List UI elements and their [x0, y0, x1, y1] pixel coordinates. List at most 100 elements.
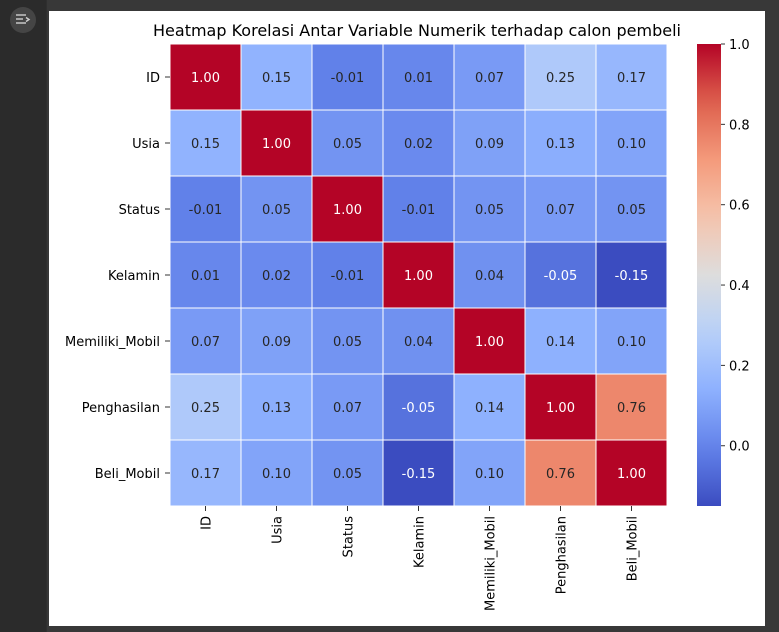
- cell-annotation: 0.10: [617, 335, 646, 350]
- heatmap-cell: [240, 109, 313, 177]
- cell-annotation: 0.15: [262, 71, 291, 86]
- cell-annotation: 1.00: [404, 269, 433, 284]
- cell-annotation: 0.76: [617, 401, 646, 416]
- x-tick-label: Status: [342, 516, 357, 558]
- y-tick-label: Usia: [132, 137, 160, 152]
- colorbar-tick-label: 0.6: [729, 199, 750, 214]
- cell-annotation: 0.14: [546, 335, 575, 350]
- heatmap-cell: [169, 43, 242, 111]
- cell-annotation: 0.07: [475, 71, 504, 86]
- cell-annotation: 0.09: [475, 137, 504, 152]
- cell-annotation: -0.05: [402, 401, 436, 416]
- y-tick-label: ID: [146, 71, 160, 86]
- x-tick-label: Kelamin: [413, 516, 428, 568]
- cell-gutter: [0, 0, 46, 632]
- heatmap-cell: [595, 241, 668, 309]
- cell-annotation: -0.01: [331, 269, 365, 284]
- cell-annotation: 0.07: [191, 335, 220, 350]
- scroll-edge: [769, 0, 779, 632]
- cell-annotation: 0.07: [333, 401, 362, 416]
- cell-annotation: 0.17: [617, 71, 646, 86]
- cell-annotation: 0.13: [546, 137, 575, 152]
- cell-annotation: 0.02: [262, 269, 291, 284]
- heatmap-cell: [311, 307, 384, 375]
- heatmap-cell: [240, 43, 313, 111]
- cell-annotation: 1.00: [191, 71, 220, 86]
- cell-annotation: 0.10: [475, 467, 504, 482]
- heatmap-cell: [524, 175, 597, 243]
- cell-annotation: 0.04: [475, 269, 504, 284]
- colorbar-tick-label: 0.2: [729, 359, 750, 374]
- x-tick-label: Memiliki_Mobil: [484, 516, 499, 611]
- heatmap-cell: [169, 373, 242, 441]
- cell-annotation: -0.01: [331, 71, 365, 86]
- heatmap-cell: [169, 175, 242, 243]
- cell-annotation: 0.01: [191, 269, 220, 284]
- cell-annotation: -0.15: [402, 467, 436, 482]
- cell-annotation: 0.05: [617, 203, 646, 218]
- cell-annotation: 0.10: [617, 137, 646, 152]
- heatmap-cell: [311, 109, 384, 177]
- heatmap-cell: [382, 439, 455, 507]
- y-tick-label: Memiliki_Mobil: [65, 335, 160, 350]
- figure-canvas: Heatmap Korelasi Antar Variable Numerik …: [49, 11, 765, 626]
- cell-annotation: -0.15: [615, 269, 649, 284]
- heatmap-cell: [595, 43, 668, 111]
- heatmap-cell: [453, 241, 526, 309]
- cell-annotation: 1.00: [617, 467, 646, 482]
- heatmap-cell: [169, 439, 242, 507]
- heatmap-cell: [240, 307, 313, 375]
- cell-annotation: 0.76: [546, 467, 575, 482]
- heatmap-cell: [311, 241, 384, 309]
- cell-annotation: 0.10: [262, 467, 291, 482]
- cell-annotation: 1.00: [475, 335, 504, 350]
- heatmap-cell: [169, 241, 242, 309]
- cell-annotation: 0.05: [333, 335, 362, 350]
- cell-annotation: -0.01: [402, 203, 436, 218]
- output-toggle-icon: [16, 14, 31, 24]
- cell-annotation: -0.01: [189, 203, 223, 218]
- cell-annotation: 0.25: [191, 401, 220, 416]
- heatmap-cell: [311, 439, 384, 507]
- cell-annotation: 0.17: [191, 467, 220, 482]
- heatmap-cell: [524, 109, 597, 177]
- x-tick-label: Penghasilan: [555, 516, 570, 594]
- colorbar-tick-label: 0.4: [729, 279, 750, 294]
- heatmap-chart: Heatmap Korelasi Antar Variable Numerik …: [65, 21, 750, 611]
- heatmap-cell: [453, 175, 526, 243]
- heatmap-cell: [311, 373, 384, 441]
- cell-annotation: 0.05: [333, 467, 362, 482]
- cell-annotation: 0.07: [546, 203, 575, 218]
- colorbar-tick-label: 0.8: [729, 118, 750, 133]
- heatmap-cell: [524, 373, 597, 441]
- heatmap-cell: [169, 307, 242, 375]
- x-tick-label: ID: [200, 516, 215, 530]
- heatmap-cell: [240, 439, 313, 507]
- x-tick-label: Usia: [271, 516, 286, 544]
- heatmap-cell: [382, 373, 455, 441]
- cell-annotation: 0.05: [333, 137, 362, 152]
- cell-annotation: 0.09: [262, 335, 291, 350]
- y-tick-label: Status: [119, 203, 161, 218]
- cell-annotation: -0.05: [544, 269, 578, 284]
- cell-annotation: 0.02: [404, 137, 433, 152]
- gutter-divider: [46, 0, 47, 632]
- colorbar-tick-label: 0.0: [729, 440, 750, 455]
- heatmap-cell: [595, 373, 668, 441]
- output-toggle-button[interactable]: [10, 7, 36, 33]
- cell-annotation: 0.04: [404, 335, 433, 350]
- y-tick-label: Beli_Mobil: [95, 467, 160, 482]
- cell-annotation: 0.25: [546, 71, 575, 86]
- heatmap-cell: [240, 241, 313, 309]
- heatmap-cell: [382, 241, 455, 309]
- heatmap-cell: [311, 175, 384, 243]
- heatmap-cell: [382, 175, 455, 243]
- cell-annotation: 0.05: [475, 203, 504, 218]
- heatmap-cell: [240, 175, 313, 243]
- cell-annotation: 0.01: [404, 71, 433, 86]
- heatmap-cell: [524, 439, 597, 507]
- cell-annotation: 1.00: [333, 203, 362, 218]
- y-tick-label: Penghasilan: [82, 401, 160, 416]
- cell-annotation: 0.14: [475, 401, 504, 416]
- colorbar: [697, 44, 721, 506]
